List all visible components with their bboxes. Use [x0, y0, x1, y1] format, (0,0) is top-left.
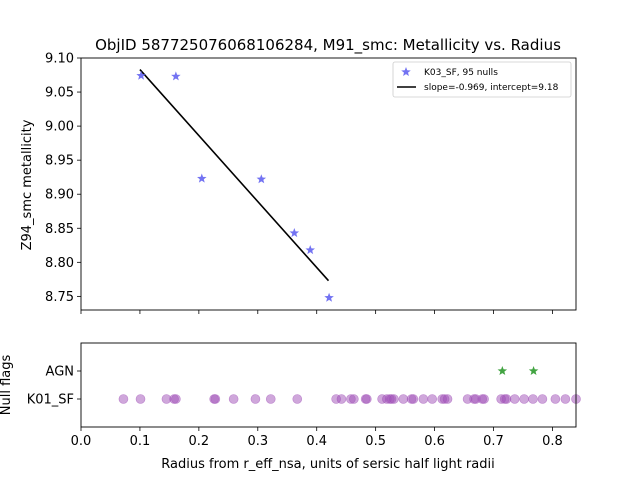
- k01-sf-flag-point: [349, 394, 359, 404]
- x-axis-label: Radius from r_eff_nsa, units of sersic h…: [161, 457, 494, 472]
- x-tick-label: 0.7: [483, 434, 504, 449]
- x-tick-label: 0.6: [424, 434, 445, 449]
- category-tick-group: AGN K01_SF: [27, 365, 81, 408]
- y-tick-label: 9.05: [45, 86, 74, 101]
- x-tick-label: 0.4: [306, 434, 327, 449]
- y-tick-group: 9.10 9.05 9.00 8.95 8.90 8.85 8.80 8.75: [45, 52, 81, 305]
- k01-sf-flag-point: [560, 394, 571, 404]
- k01-sf-flag-point: [418, 394, 429, 404]
- metallicity-panel: ObjID 587725076068106284, M91_smc: Metal…: [20, 36, 577, 314]
- legend-label-series: K03_SF, 95 nulls: [424, 68, 498, 78]
- y-axis-label: Z94_smc metallicity: [20, 119, 35, 250]
- data-point-star: [171, 71, 181, 81]
- k01-sf-flag-point: [537, 394, 548, 404]
- k01-sf-flag-point: [362, 394, 372, 404]
- agn-flag-star: [528, 366, 539, 376]
- category-tick-label: K01_SF: [27, 393, 74, 408]
- k01-sf-flag-point: [118, 394, 129, 404]
- legend: K03_SF, 95 nulls slope=-0.969, intercept…: [392, 61, 572, 98]
- k01-sf-flag-point: [501, 394, 512, 404]
- y-tick-label: 8.85: [45, 222, 74, 237]
- k01-sf-flag-point: [519, 394, 529, 404]
- null-flags-axis-label: Null flags: [0, 355, 14, 416]
- agn-flag-star: [497, 366, 508, 376]
- k01-sf-flag-point: [408, 394, 419, 404]
- k01-sf-flag-point: [210, 394, 221, 404]
- x-tick-group: 0.0 0.1 0.2 0.3 0.4 0.5 0.6 0.7 0.8: [71, 427, 563, 449]
- top-axes-frame: [80, 57, 577, 311]
- y-tick-label: 8.75: [45, 290, 74, 305]
- k01-sf-flag-point: [398, 394, 409, 404]
- k01-sf-flag-point: [292, 394, 303, 404]
- x-tick-label: 0.0: [71, 434, 92, 449]
- k01-sf-flag-point: [479, 394, 489, 404]
- k01-sf-flag-point: [389, 394, 399, 404]
- k01-sf-flag-point: [550, 394, 561, 404]
- k01-sf-flag-point: [442, 394, 453, 404]
- k01-sf-flag-point: [135, 394, 146, 404]
- x-tick-label: 0.2: [189, 434, 210, 449]
- legend-box: [392, 61, 572, 98]
- chart-title: ObjID 587725076068106284, M91_smc: Metal…: [95, 36, 561, 55]
- legend-star-marker: [401, 67, 411, 77]
- x-tick-label: 0.8: [542, 434, 563, 449]
- k01-sf-flag-point: [171, 394, 181, 404]
- y-tick-label: 9.00: [45, 120, 74, 135]
- k01-sf-flag-point: [250, 394, 261, 404]
- fit-line: [139, 69, 330, 282]
- k01-sf-flag-point: [265, 394, 276, 404]
- top-x-tick-group: [80, 310, 553, 314]
- k01-sf-flag-point: [336, 394, 347, 404]
- x-tick-label: 0.5: [365, 434, 386, 449]
- x-tick-label: 0.1: [130, 434, 151, 449]
- k01-sf-flag-point: [528, 394, 538, 404]
- y-tick-label: 8.80: [45, 256, 74, 271]
- k01-sf-flag-point: [228, 394, 239, 404]
- data-point-star: [305, 245, 315, 255]
- y-tick-label: 8.95: [45, 154, 74, 169]
- data-point-star: [324, 292, 334, 302]
- k01-sf-flag-point: [427, 394, 438, 404]
- bottom-plot-marks: [118, 366, 581, 404]
- y-tick-label: 9.10: [45, 52, 74, 67]
- k01-sf-flag-point: [509, 394, 520, 404]
- legend-label-fit: slope=-0.969, intercept=9.18: [424, 83, 559, 93]
- data-point-star: [256, 174, 267, 184]
- data-point-star: [197, 173, 207, 183]
- data-point-star: [136, 70, 146, 80]
- data-point-star: [289, 228, 300, 238]
- x-tick-label: 0.3: [247, 434, 268, 449]
- top-plot-marks: [136, 69, 334, 302]
- category-tick-label: AGN: [46, 365, 74, 380]
- y-tick-label: 8.90: [45, 188, 74, 203]
- bottom-axes-frame: [80, 342, 577, 428]
